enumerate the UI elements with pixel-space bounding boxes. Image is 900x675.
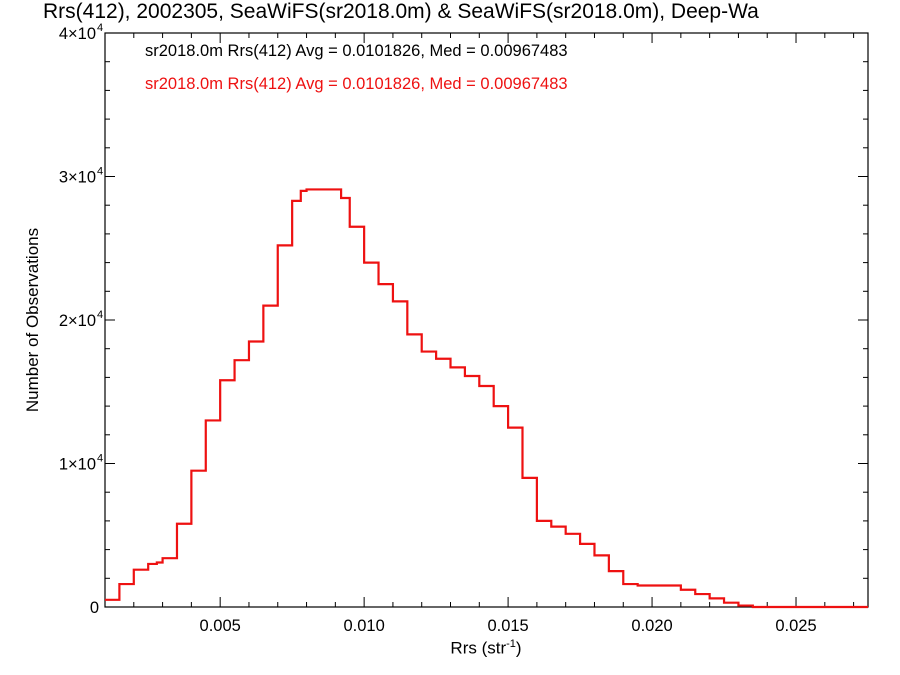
- y-tick-label: 0: [90, 599, 99, 617]
- histogram-series-line: [105, 188, 868, 609]
- y-tick-exponent: 4: [97, 453, 103, 465]
- x-tick-label: 0.010: [343, 617, 384, 635]
- x-tick-label: 0.025: [775, 617, 816, 635]
- x-tick-label: 0.020: [631, 617, 672, 635]
- y-tick-exponent: 4: [97, 22, 103, 34]
- y-tick-label: 4×10: [59, 25, 96, 43]
- x-tick-label: 0.005: [200, 617, 241, 635]
- y-tick-label: 2×10: [59, 312, 96, 330]
- legend-entry-2: sr2018.0m Rrs(412) Avg = 0.0101826, Med …: [145, 75, 568, 93]
- x-axis-label: Rrs (str-1): [450, 638, 522, 658]
- plot-frame: [104, 32, 869, 608]
- y-tick-exponent: 4: [97, 309, 103, 321]
- y-tick-label: 3×10: [59, 169, 96, 187]
- x-tick-label: 0.015: [487, 617, 528, 635]
- y-tick-label: 1×10: [59, 456, 96, 474]
- chart-title: Rrs(412), 2002305, SeaWiFS(sr2018.0m) & …: [43, 0, 759, 23]
- y-tick-exponent: 4: [97, 166, 103, 178]
- legend-entry-1: sr2018.0m Rrs(412) Avg = 0.0101826, Med …: [145, 42, 568, 60]
